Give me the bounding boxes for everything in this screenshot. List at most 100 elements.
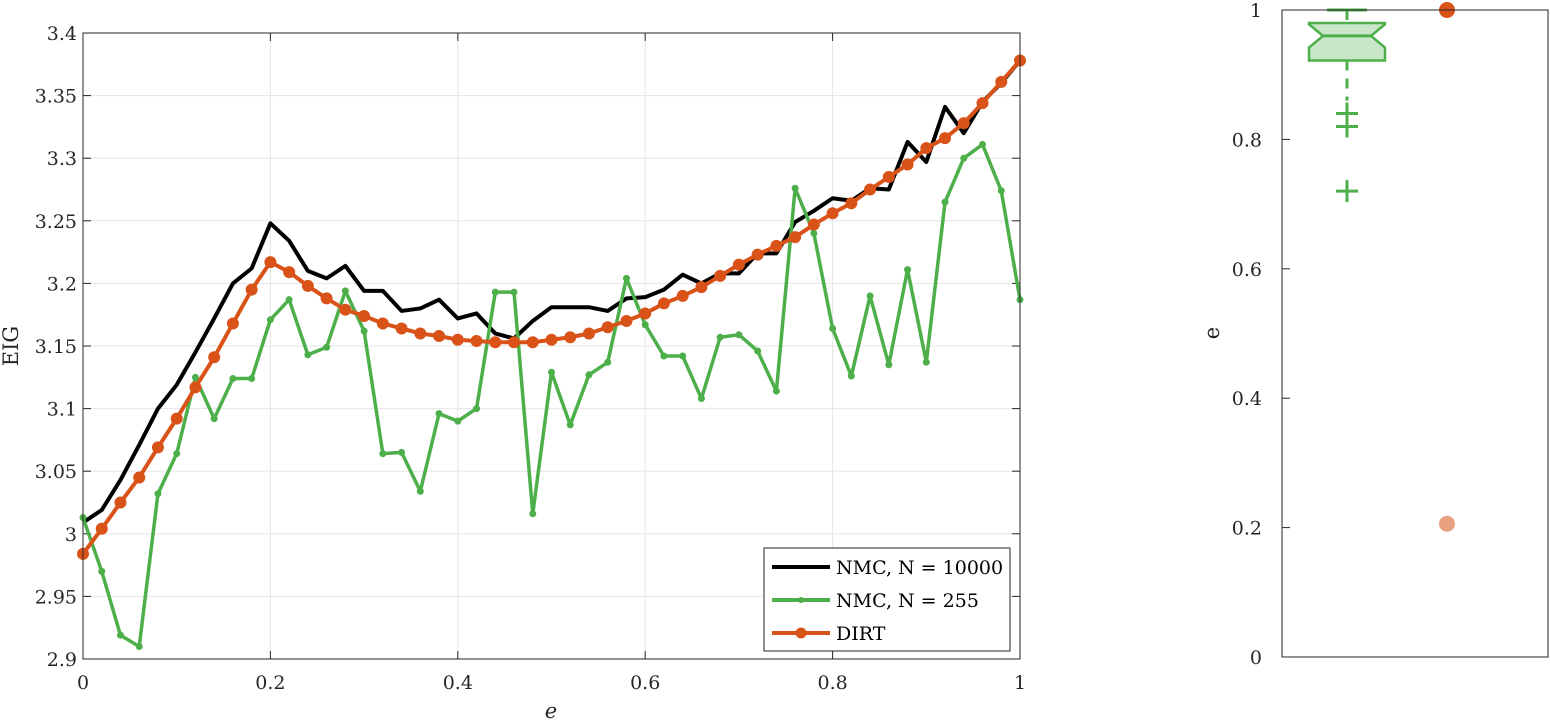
box-y-tick-label: 0 — [1250, 647, 1262, 669]
series-point-2 — [789, 231, 802, 244]
series-point-2 — [433, 329, 446, 342]
legend-marker — [795, 627, 807, 639]
series-point-2 — [414, 327, 427, 340]
series-point-1 — [960, 154, 968, 162]
series-point-1 — [229, 375, 237, 383]
series-point-1 — [622, 274, 630, 282]
series-point-1 — [435, 410, 443, 418]
series-point-2 — [264, 256, 277, 269]
series-point-2 — [358, 309, 371, 322]
series-point-1 — [398, 448, 406, 456]
series-point-2 — [601, 321, 614, 334]
box-y-tick-label: 0.2 — [1232, 518, 1262, 540]
series-point-2 — [695, 281, 708, 294]
series-point-1 — [829, 324, 837, 332]
series-point-2 — [882, 170, 895, 183]
series-point-1 — [772, 387, 780, 395]
series-point-1 — [285, 296, 293, 304]
series-point-1 — [997, 187, 1005, 195]
series-point-1 — [697, 395, 705, 403]
series-point-2 — [676, 289, 689, 302]
series-point-1 — [754, 347, 762, 355]
series-point-1 — [791, 184, 799, 192]
series-point-2 — [451, 333, 464, 346]
x-tick-label: 1 — [1014, 672, 1026, 694]
series-point-1 — [116, 631, 124, 639]
box-y-tick-label: 0.8 — [1232, 129, 1262, 151]
series-point-1 — [210, 415, 218, 423]
series-point-2 — [864, 183, 877, 196]
series-point-2 — [995, 75, 1008, 88]
series-point-1 — [454, 417, 462, 425]
y-tick-label: 3.1 — [47, 399, 77, 421]
series-point-2 — [582, 327, 595, 340]
series-point-2 — [732, 258, 745, 271]
series-point-1 — [585, 371, 593, 379]
series-point-1 — [191, 373, 199, 381]
series-point-2 — [208, 351, 221, 364]
series-point-2 — [620, 314, 633, 327]
y-tick-label: 3.25 — [35, 211, 77, 233]
series-point-2 — [564, 331, 577, 344]
series-point-2 — [283, 266, 296, 279]
series-point-1 — [98, 567, 106, 575]
legend: NMC, N = 10000 NMC, N = 255 DIRT — [763, 547, 1011, 652]
series-point-2 — [657, 297, 670, 310]
series-point-1 — [660, 352, 668, 360]
series-point-1 — [679, 352, 687, 360]
x-tick-label: 0 — [77, 672, 89, 694]
series-point-2 — [395, 322, 408, 335]
series-point-2 — [114, 496, 127, 509]
series-point-1 — [341, 287, 349, 295]
box-plot-frame — [1281, 9, 1549, 658]
series-point-1 — [266, 316, 274, 324]
series-point-1 — [379, 450, 387, 458]
y-tick-label: 2.9 — [47, 649, 77, 671]
box-y-tick-labels: 0 0.2 0.4 0.6 0.8 1 — [1232, 0, 1262, 669]
y-tick-label: 3.3 — [47, 148, 77, 170]
series-point-1 — [979, 140, 987, 148]
y-tick-label: 2.95 — [35, 586, 77, 608]
series-point-1 — [135, 642, 143, 650]
y-tick-labels: 2.9 2.95 3 3.05 3.1 3.15 3.2 3.25 3.3 3.35 3.4 — [35, 23, 77, 671]
series-point-1 — [473, 405, 481, 413]
series-point-2 — [939, 132, 952, 145]
series-point-1 — [735, 331, 743, 339]
series-point-1 — [847, 372, 855, 380]
box-point — [1439, 515, 1455, 532]
series-point-2 — [301, 279, 314, 292]
series-point-2 — [526, 336, 539, 349]
y-tick-label: 3.05 — [35, 461, 77, 483]
series-point-1 — [810, 229, 818, 237]
series-point-2 — [320, 292, 333, 305]
y-axis-label: EIG — [0, 326, 23, 366]
series-point-2 — [807, 218, 820, 231]
series-point-1 — [548, 368, 555, 376]
box-plot-area — [1282, 10, 1548, 657]
x-tick-label: 0.6 — [630, 672, 660, 694]
series-point-2 — [95, 522, 108, 535]
box-plot-chart: 0 0.2 0.4 0.6 0.8 1 e — [1200, 0, 1549, 669]
series-point-1 — [566, 421, 574, 429]
box-y-axis-label: e — [1200, 327, 1224, 339]
box-outlier — [1336, 115, 1358, 138]
series-point-1 — [416, 487, 424, 495]
y-tick-label: 3 — [65, 524, 77, 546]
series-point-2 — [151, 441, 164, 454]
series-point-1 — [866, 292, 874, 300]
y-tick-label: 3.4 — [47, 23, 77, 45]
series-point-1 — [529, 510, 537, 518]
series-point-1 — [716, 333, 724, 341]
series-point-1 — [173, 450, 181, 458]
series-point-2 — [957, 117, 970, 130]
plot-frame — [82, 32, 1021, 660]
series-point-1 — [922, 358, 930, 366]
legend-items: NMC, N = 10000 NMC, N = 255 DIRT — [772, 557, 1003, 645]
series-point-2 — [245, 283, 258, 296]
box-y-tick-label: 0.4 — [1232, 388, 1262, 410]
series-point-2 — [545, 333, 558, 346]
series-point-2 — [901, 158, 914, 171]
series-point-1 — [885, 361, 893, 369]
series-point-2 — [751, 248, 764, 261]
